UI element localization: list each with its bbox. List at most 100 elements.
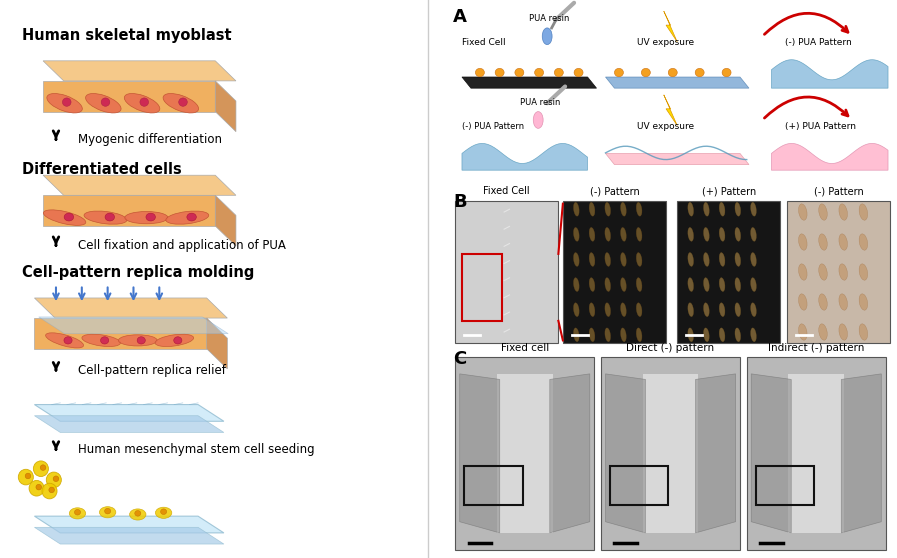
Ellipse shape [82, 334, 120, 347]
Ellipse shape [735, 253, 741, 266]
Ellipse shape [48, 487, 55, 493]
Ellipse shape [605, 228, 611, 241]
Polygon shape [215, 81, 236, 132]
FancyBboxPatch shape [746, 357, 885, 550]
Ellipse shape [36, 484, 41, 490]
Text: Cell-pattern replica molding: Cell-pattern replica molding [22, 265, 254, 280]
Ellipse shape [688, 278, 693, 291]
Polygon shape [841, 374, 881, 533]
Polygon shape [605, 374, 646, 533]
Ellipse shape [137, 336, 145, 344]
Ellipse shape [719, 203, 725, 216]
Text: Myogenic differentiation: Myogenic differentiation [77, 133, 222, 146]
Ellipse shape [735, 278, 741, 291]
Ellipse shape [42, 483, 57, 499]
Ellipse shape [819, 324, 827, 340]
Ellipse shape [798, 324, 807, 340]
Polygon shape [752, 374, 791, 533]
Ellipse shape [174, 336, 182, 344]
Ellipse shape [703, 328, 710, 341]
Ellipse shape [69, 508, 86, 519]
Ellipse shape [819, 294, 827, 310]
Ellipse shape [29, 480, 44, 496]
Ellipse shape [589, 253, 595, 266]
Polygon shape [771, 143, 888, 170]
Ellipse shape [163, 94, 198, 113]
FancyBboxPatch shape [563, 201, 666, 343]
Polygon shape [43, 175, 236, 195]
Ellipse shape [688, 303, 693, 316]
Ellipse shape [573, 303, 579, 316]
Ellipse shape [621, 278, 626, 291]
Ellipse shape [621, 228, 626, 241]
Ellipse shape [839, 324, 848, 340]
Text: Human skeletal myoblast: Human skeletal myoblast [22, 28, 231, 43]
Text: Fixed Cell: Fixed Cell [483, 186, 530, 196]
Text: Fixed Cell: Fixed Cell [462, 39, 506, 47]
Ellipse shape [751, 328, 756, 341]
FancyBboxPatch shape [455, 357, 594, 550]
Ellipse shape [751, 228, 756, 241]
Ellipse shape [839, 204, 848, 220]
FancyBboxPatch shape [455, 201, 558, 343]
Ellipse shape [573, 203, 579, 216]
Ellipse shape [751, 253, 756, 266]
Ellipse shape [573, 278, 579, 291]
Ellipse shape [859, 234, 867, 250]
Ellipse shape [636, 253, 642, 266]
Ellipse shape [839, 264, 848, 280]
Ellipse shape [636, 328, 642, 341]
Ellipse shape [668, 68, 677, 76]
Ellipse shape [33, 461, 48, 477]
Polygon shape [43, 61, 236, 81]
Polygon shape [34, 527, 224, 544]
Ellipse shape [605, 328, 611, 341]
Ellipse shape [589, 228, 595, 241]
Ellipse shape [74, 509, 81, 515]
Ellipse shape [605, 278, 611, 291]
Ellipse shape [719, 278, 725, 291]
Ellipse shape [719, 328, 725, 341]
Text: (+) PUA Pattern: (+) PUA Pattern [785, 122, 856, 131]
Polygon shape [34, 405, 224, 421]
Ellipse shape [146, 213, 155, 221]
Text: Fixed cell: Fixed cell [501, 343, 549, 353]
Text: (-) Pattern: (-) Pattern [589, 186, 640, 196]
Ellipse shape [589, 278, 595, 291]
Polygon shape [34, 318, 206, 349]
Ellipse shape [751, 303, 756, 316]
Ellipse shape [65, 213, 74, 221]
Ellipse shape [688, 253, 693, 266]
Ellipse shape [688, 228, 693, 241]
Ellipse shape [636, 228, 642, 241]
Ellipse shape [589, 203, 595, 216]
Ellipse shape [166, 211, 209, 224]
Ellipse shape [703, 203, 710, 216]
Ellipse shape [43, 210, 86, 225]
Ellipse shape [84, 211, 127, 224]
Ellipse shape [621, 328, 626, 341]
Ellipse shape [100, 336, 109, 344]
Ellipse shape [839, 294, 848, 310]
Ellipse shape [573, 328, 579, 341]
Text: Cell-pattern replica relief: Cell-pattern replica relief [77, 364, 225, 377]
Ellipse shape [636, 303, 642, 316]
Ellipse shape [719, 303, 725, 316]
Ellipse shape [636, 203, 642, 216]
Ellipse shape [475, 68, 484, 76]
Ellipse shape [535, 68, 544, 76]
Polygon shape [462, 77, 597, 88]
Ellipse shape [798, 294, 807, 310]
Text: Cell fixation and application of PUA: Cell fixation and application of PUA [77, 239, 285, 252]
Ellipse shape [161, 509, 167, 514]
Ellipse shape [573, 253, 579, 266]
Text: UV exposure: UV exposure [637, 122, 694, 131]
Ellipse shape [605, 203, 611, 216]
Text: Indirect (-) pattern: Indirect (-) pattern [768, 343, 865, 353]
Ellipse shape [515, 68, 524, 76]
Ellipse shape [179, 98, 187, 106]
Text: (-) Pattern: (-) Pattern [814, 186, 864, 196]
Ellipse shape [703, 278, 710, 291]
Ellipse shape [105, 508, 110, 514]
Ellipse shape [100, 507, 116, 518]
